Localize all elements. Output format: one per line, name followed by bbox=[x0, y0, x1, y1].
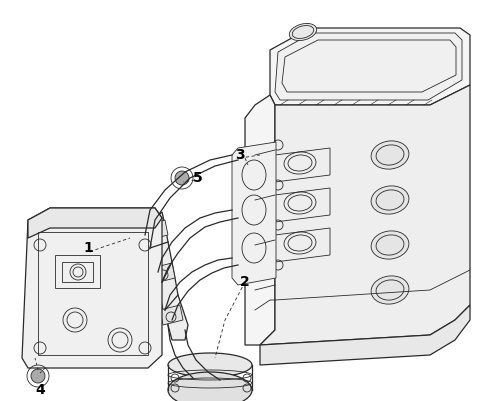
Polygon shape bbox=[275, 33, 462, 100]
Text: 4: 4 bbox=[35, 383, 45, 397]
Polygon shape bbox=[22, 208, 162, 368]
Polygon shape bbox=[152, 263, 175, 283]
Text: 3: 3 bbox=[235, 148, 245, 162]
Ellipse shape bbox=[168, 372, 252, 401]
Polygon shape bbox=[160, 305, 183, 325]
Ellipse shape bbox=[371, 186, 409, 214]
Polygon shape bbox=[260, 85, 470, 345]
Ellipse shape bbox=[289, 24, 317, 41]
Ellipse shape bbox=[168, 353, 252, 377]
Polygon shape bbox=[245, 95, 275, 345]
Polygon shape bbox=[232, 142, 276, 285]
Circle shape bbox=[31, 369, 45, 383]
Ellipse shape bbox=[371, 231, 409, 259]
Polygon shape bbox=[260, 305, 470, 365]
Text: 2: 2 bbox=[240, 275, 250, 289]
Text: 5: 5 bbox=[193, 171, 203, 185]
Ellipse shape bbox=[371, 141, 409, 169]
Ellipse shape bbox=[371, 276, 409, 304]
Circle shape bbox=[175, 171, 189, 185]
Polygon shape bbox=[143, 212, 188, 340]
Polygon shape bbox=[145, 220, 168, 240]
Polygon shape bbox=[270, 28, 470, 105]
Polygon shape bbox=[28, 208, 162, 238]
Text: 1: 1 bbox=[83, 241, 93, 255]
